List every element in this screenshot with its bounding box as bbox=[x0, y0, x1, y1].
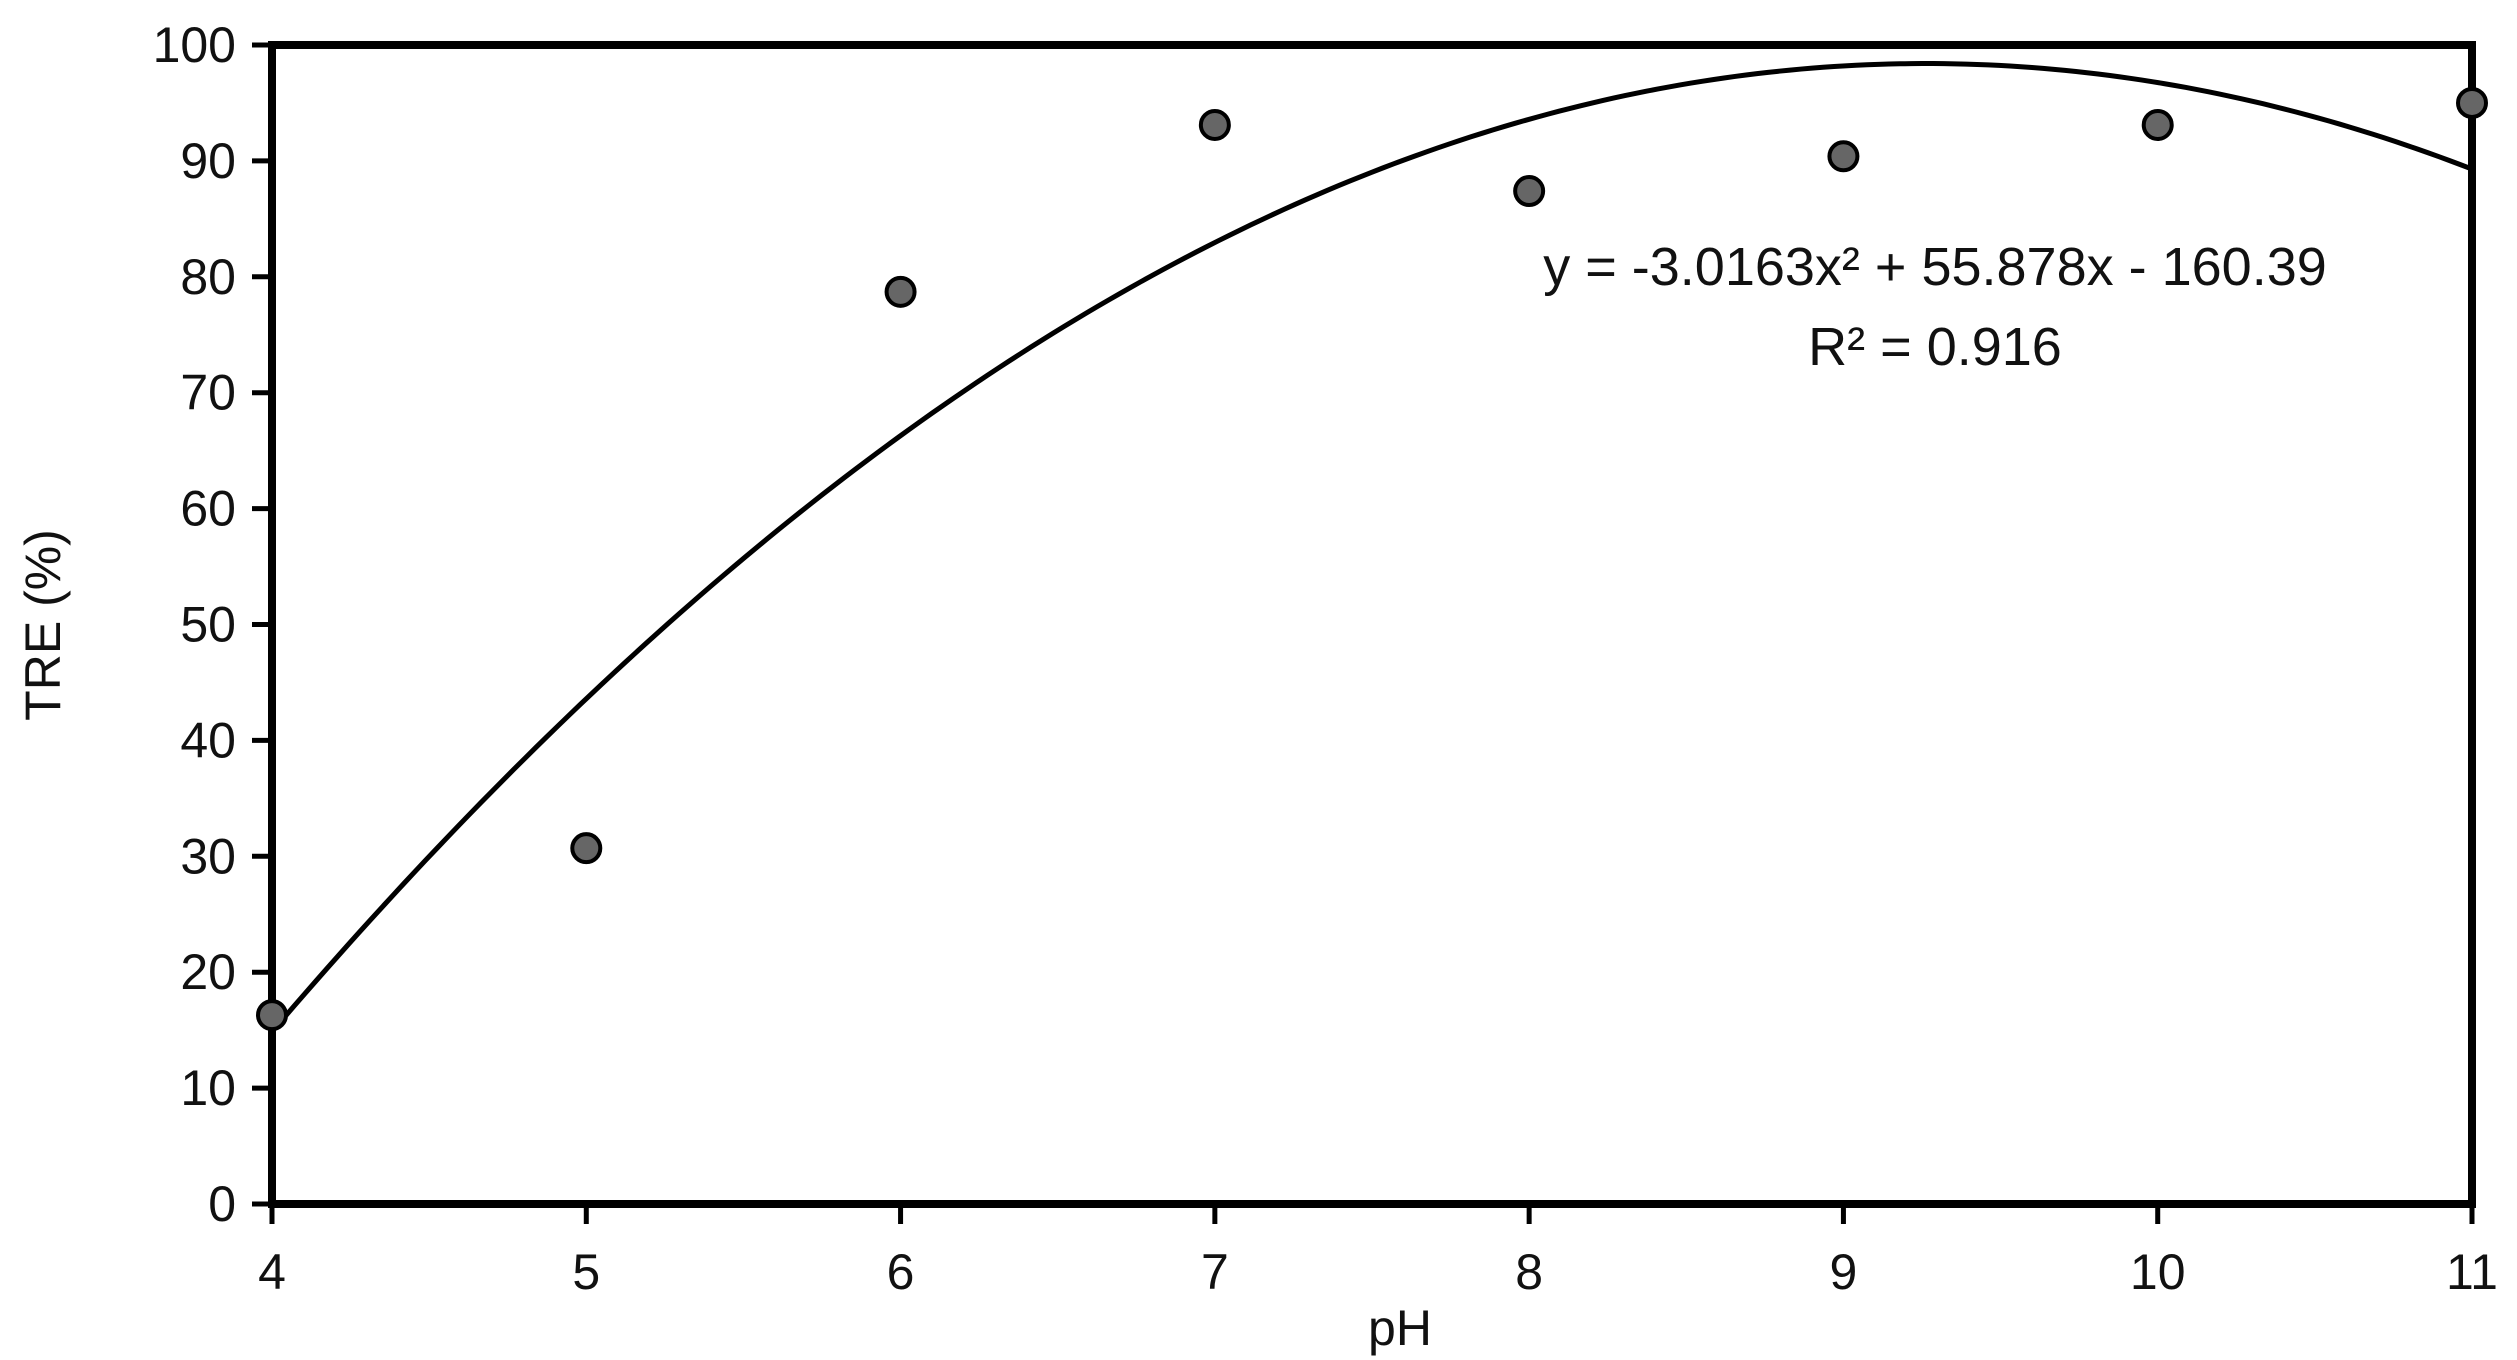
x-tick-label: 5 bbox=[572, 1244, 600, 1300]
x-axis-label: pH bbox=[1368, 1300, 1432, 1356]
y-tick-label: 90 bbox=[180, 133, 236, 189]
data-points bbox=[256, 86, 2488, 1032]
y-tick-label: 10 bbox=[180, 1060, 236, 1116]
x-axis-ticks: 4 5 6 7 8 9 10 11 bbox=[258, 1204, 2498, 1300]
data-point bbox=[1513, 175, 1546, 208]
x-tick-label: 7 bbox=[1201, 1244, 1229, 1300]
plot-frame bbox=[268, 41, 2476, 1208]
x-tick-label: 9 bbox=[1830, 1244, 1858, 1300]
y-tick-label: 80 bbox=[180, 249, 236, 305]
data-point bbox=[884, 275, 917, 308]
y-axis-label: TRE (%) bbox=[15, 529, 71, 721]
trendline-group bbox=[270, 61, 2473, 1034]
axes bbox=[268, 41, 2476, 1208]
trendline bbox=[270, 61, 2473, 1034]
x-tick-label: 6 bbox=[887, 1244, 915, 1300]
y-tick-label: 40 bbox=[180, 712, 236, 768]
r-squared-label: R² = 0.916 bbox=[1808, 317, 2062, 377]
data-point bbox=[2456, 86, 2488, 119]
y-tick-label: 30 bbox=[180, 828, 236, 884]
y-axis-ticks: 0 10 20 30 40 50 60 70 80 90 100 bbox=[153, 17, 272, 1232]
data-point bbox=[1198, 108, 1231, 141]
y-tick-label: 20 bbox=[180, 944, 236, 1000]
y-tick-label: 50 bbox=[180, 597, 236, 653]
x-tick-label: 8 bbox=[1515, 1244, 1543, 1300]
y-tick-label: 70 bbox=[180, 365, 236, 421]
data-point bbox=[256, 999, 288, 1032]
x-tick-label: 4 bbox=[258, 1244, 286, 1300]
data-point bbox=[1827, 140, 1860, 173]
x-tick-label: 10 bbox=[2130, 1244, 2186, 1300]
data-point bbox=[2141, 108, 2174, 141]
trendline-equation: y = -3.0163x² + 55.878x - 160.39 bbox=[1543, 237, 2327, 297]
y-tick-label: 0 bbox=[208, 1176, 236, 1232]
y-tick-label: 100 bbox=[153, 17, 236, 73]
x-tick-label: 11 bbox=[2446, 1244, 2498, 1300]
data-point bbox=[570, 832, 603, 865]
y-tick-label: 60 bbox=[180, 481, 236, 537]
